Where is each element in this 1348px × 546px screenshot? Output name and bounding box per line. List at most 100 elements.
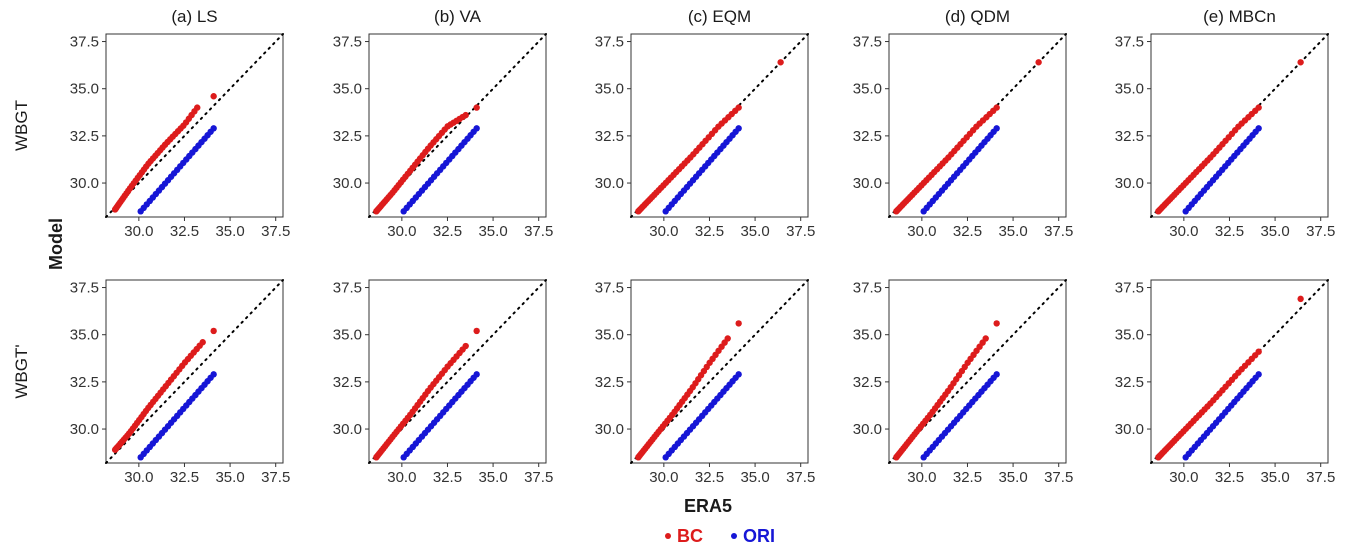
x-tick-label: 32.5 (170, 223, 199, 240)
y-tick-label: 32.5 (333, 128, 362, 145)
y-tick-label: 35.0 (595, 81, 624, 98)
y-tick-label: 35.0 (595, 327, 624, 344)
ori-point (735, 125, 742, 132)
x-tick-label: 35.0 (478, 223, 507, 240)
y-tick-label: 30.0 (1115, 421, 1144, 438)
scatter-panel: 30.0 30.0 32.5 32.5 35.0 35.0 37.5 37.5 (853, 279, 1073, 486)
y-tick-label: 30.0 (333, 175, 362, 192)
y-tick-label: 37.5 (333, 280, 362, 297)
x-tick-label: 35.0 (215, 223, 244, 240)
ori-point (210, 371, 217, 378)
x-tick-label: 32.5 (433, 223, 462, 240)
x-tick-label: 35.0 (998, 469, 1027, 486)
bc-point (199, 339, 206, 346)
x-tick-label: 30.0 (649, 469, 678, 486)
bc-point (194, 104, 201, 111)
x-tick-label: 30.0 (907, 469, 936, 486)
scatter-panel: 30.0 30.0 32.5 32.5 35.0 35.0 37.5 37.5 (595, 279, 815, 486)
y-tick-label: 30.0 (853, 421, 882, 438)
panel-title: (e) MBCn (1203, 7, 1276, 26)
bc-point (473, 327, 480, 335)
ori-point (993, 371, 1000, 378)
bc-point (993, 104, 1000, 111)
y-axis-label: Model (46, 218, 66, 270)
bc-point (210, 93, 217, 100)
y-tick-label: 30.0 (853, 175, 882, 192)
y-tick-label: 37.5 (1115, 280, 1144, 297)
y-tick-label: 30.0 (333, 421, 362, 438)
x-tick-label: 32.5 (1215, 469, 1244, 486)
bc-point (1255, 104, 1262, 111)
y-tick-label: 32.5 (1115, 374, 1144, 391)
y-tick-label: 37.5 (70, 34, 99, 51)
bc-point (735, 320, 742, 327)
x-tick-label: 37.5 (524, 223, 553, 240)
y-tick-label: 32.5 (595, 374, 624, 391)
scatter-panel: 30.0 30.0 32.5 32.5 35.0 35.0 37.5 37.5 (70, 33, 290, 240)
y-tick-label: 30.0 (595, 421, 624, 438)
scatter-panel: 30.0 30.0 32.5 32.5 35.0 35.0 37.5 37.5 (1115, 33, 1335, 240)
x-tick-label: 30.0 (387, 469, 416, 486)
x-tick-label: 35.0 (998, 223, 1027, 240)
y-tick-label: 37.5 (333, 34, 362, 51)
ori-point (473, 125, 480, 132)
legend-bc-marker (665, 533, 671, 539)
x-tick-label: 30.0 (907, 223, 936, 240)
y-tick-label: 35.0 (853, 81, 882, 98)
y-tick-label: 35.0 (333, 81, 362, 98)
x-tick-label: 35.0 (740, 223, 769, 240)
bc-point (777, 59, 784, 66)
ori-point (1255, 371, 1262, 378)
y-tick-label: 30.0 (70, 421, 99, 438)
y-tick-label: 35.0 (1115, 327, 1144, 344)
bc-point (473, 104, 480, 111)
panel-title: (a) LS (171, 7, 217, 26)
legend: BC ORI (665, 526, 775, 546)
y-tick-label: 37.5 (70, 280, 99, 297)
bc-point (210, 327, 217, 335)
y-tick-label: 35.0 (853, 327, 882, 344)
scatter-panel: 30.0 30.0 32.5 32.5 35.0 35.0 37.5 37.5 (333, 33, 553, 240)
bc-point (724, 335, 731, 342)
bc-point (462, 342, 469, 350)
legend-bc-label: BC (677, 526, 703, 546)
legend-ori-marker (731, 533, 737, 539)
y-tick-label: 32.5 (1115, 128, 1144, 145)
row-label: WBGT (12, 100, 31, 151)
panel-title: (c) EQM (688, 7, 751, 26)
x-tick-label: 35.0 (215, 469, 244, 486)
ori-point (993, 125, 1000, 132)
x-tick-label: 32.5 (170, 469, 199, 486)
x-tick-label: 37.5 (524, 469, 553, 486)
y-tick-label: 30.0 (70, 175, 99, 192)
x-axis-label: ERA5 (684, 496, 732, 516)
x-tick-label: 37.5 (786, 223, 815, 240)
bc-point (1297, 59, 1304, 66)
x-tick-label: 35.0 (478, 469, 507, 486)
y-tick-label: 37.5 (853, 34, 882, 51)
y-tick-label: 32.5 (853, 128, 882, 145)
ori-point (735, 371, 742, 378)
scatter-panel: 30.0 30.0 32.5 32.5 35.0 35.0 37.5 37.5 (853, 33, 1073, 240)
y-tick-label: 35.0 (1115, 81, 1144, 98)
y-tick-label: 37.5 (595, 280, 624, 297)
y-tick-label: 32.5 (595, 128, 624, 145)
y-tick-label: 37.5 (1115, 34, 1144, 51)
scatter-panel: 30.0 30.0 32.5 32.5 35.0 35.0 37.5 37.5 (70, 279, 290, 486)
y-tick-label: 32.5 (70, 374, 99, 391)
x-tick-label: 30.0 (124, 469, 153, 486)
row-label: WBGT' (12, 344, 31, 398)
x-tick-label: 32.5 (695, 223, 724, 240)
x-tick-label: 37.5 (1306, 223, 1335, 240)
x-tick-label: 37.5 (261, 223, 290, 240)
x-tick-label: 32.5 (953, 469, 982, 486)
panel-title: (d) QDM (945, 7, 1010, 26)
x-tick-label: 32.5 (433, 469, 462, 486)
panel-grid: (a) LS (b) VA (c) EQM (d) QDM (e) MBCn WBGT WB… (12, 7, 1335, 486)
x-tick-label: 30.0 (1169, 223, 1198, 240)
x-tick-label: 37.5 (786, 469, 815, 486)
x-tick-label: 35.0 (1260, 223, 1289, 240)
legend-ori-label: ORI (743, 526, 775, 546)
y-tick-label: 37.5 (853, 280, 882, 297)
